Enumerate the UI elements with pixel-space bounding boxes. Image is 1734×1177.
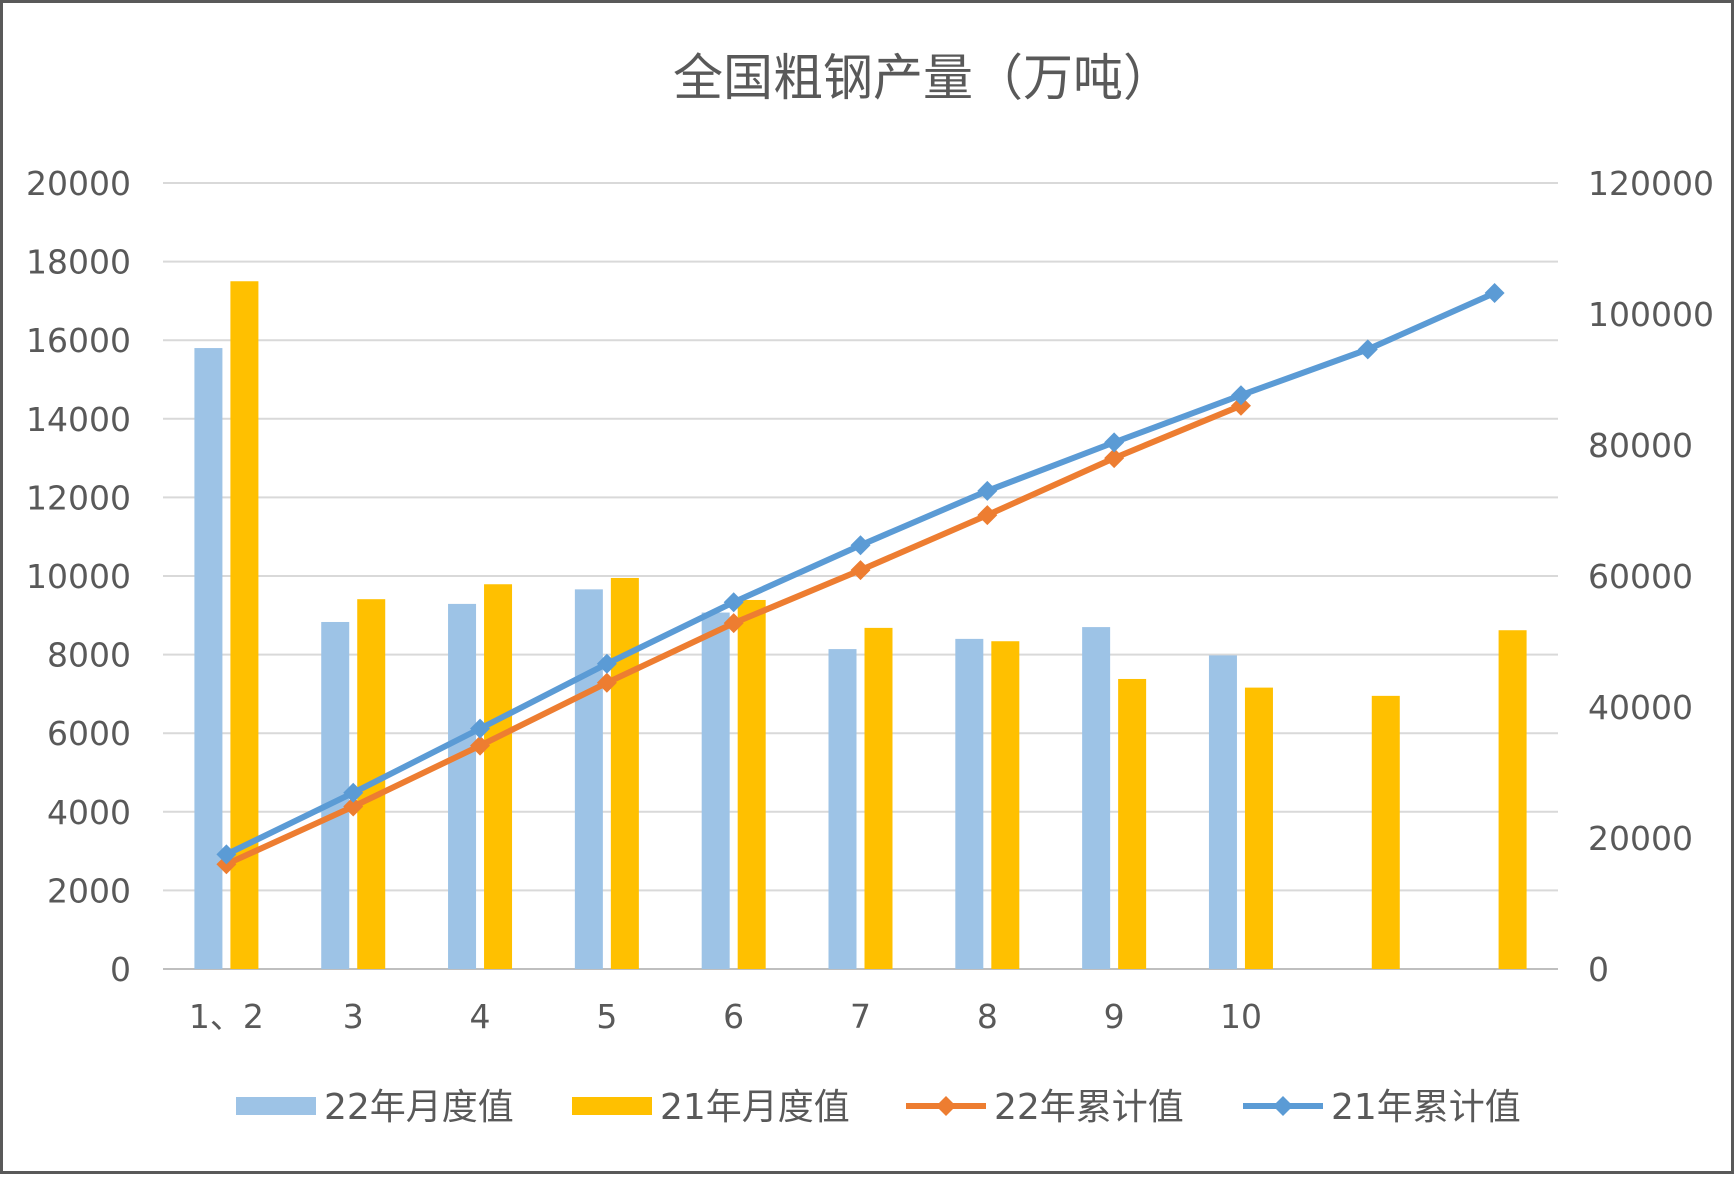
bar-series2 [737,599,766,969]
y-right-tick-label: 40000 [1588,688,1693,727]
bar-series2 [1118,678,1147,969]
y-right-tick-label: 60000 [1588,557,1693,596]
bar-series2 [991,641,1020,969]
line-point-marker [1230,395,1251,416]
y-left-tick-label: 14000 [26,400,131,439]
line-point-marker [850,535,871,556]
x-tick-label: 8 [977,997,998,1036]
y-left-tick-label: 0 [110,950,131,989]
bar-series2 [864,627,893,969]
y-left-tick-label: 4000 [47,793,131,832]
y-left-tick-label: 2000 [47,871,131,910]
legend-swatch-bar [572,1097,652,1115]
line-point-marker [216,844,237,865]
line-point-marker [343,796,364,817]
line-point-marker [596,653,617,674]
x-tick-label: 7 [850,997,871,1036]
y-axis-right-ticks: 0 20000 40000 60000 80000 100000 120000 [1588,164,1714,989]
y-axis-left-ticks: 0 2000 4000 6000 8000 10000 12000 14000 16000 180… [26,164,131,989]
legend-marker [936,1096,956,1116]
x-tick-label: 4 [470,997,491,1036]
line-point-marker [1104,448,1125,469]
bar-series2 [1371,695,1400,969]
line-point-marker [1357,339,1378,360]
chart-title: 全国粗钢产量（万吨） [673,49,1173,107]
x-tick-label: 1、2 [189,997,264,1036]
bar-series2 [1498,630,1527,969]
bar-series1 [194,348,223,969]
line-point-marker [723,592,744,613]
y-left-tick-label: 6000 [47,714,131,753]
line-point-marker [343,782,364,803]
y-left-tick-label: 8000 [47,636,131,675]
bar-series1 [448,603,477,969]
legend-label: 21年累计值 [1331,1087,1521,1128]
legend: 22年月度值 21年月度值 22年累计值 21年累计值 [236,1087,1521,1128]
line-point-marker [470,735,491,756]
bar-series1 [828,649,857,969]
y-right-tick-label: 0 [1588,950,1609,989]
bar-series2 [610,577,639,969]
bar-series1 [1208,655,1237,969]
y-left-tick-label: 10000 [26,557,131,596]
x-axis-ticks: 1、2 3 4 5 6 7 8 9 10 [189,997,1262,1036]
legend-label: 21年月度值 [660,1087,850,1128]
y-right-tick-label: 100000 [1588,295,1714,334]
bar-series2 [484,584,513,969]
line-point-marker [723,613,744,634]
chart-svg: 全国粗钢产量（万吨） 0 2000 4000 6000 8000 10000 12000 14… [26,49,1714,1128]
x-tick-label: 5 [596,997,617,1036]
y-left-tick-label: 20000 [26,164,131,203]
line-point-marker [1104,432,1125,453]
bar-series1 [701,612,730,969]
legend-label: 22年累计值 [994,1087,1184,1128]
line-point-marker [596,672,617,693]
legend-label: 22年月度值 [324,1087,514,1128]
y-left-tick-label: 16000 [26,321,131,360]
y-right-tick-label: 20000 [1588,819,1693,858]
x-tick-label: 9 [1104,997,1125,1036]
x-tick-label: 6 [723,997,744,1036]
bar-series1 [574,589,603,969]
y-left-tick-label: 18000 [26,243,131,282]
line-point-marker [977,480,998,501]
line-point-marker [470,718,491,739]
y-right-tick-label: 80000 [1588,426,1693,465]
line-point-marker [977,505,998,526]
y-left-tick-label: 12000 [26,478,131,517]
x-tick-label: 3 [343,997,364,1036]
x-tick-label: 10 [1220,997,1262,1036]
line-point-marker [1230,385,1251,406]
line-point-marker [850,560,871,581]
bar-series1 [1082,627,1111,969]
bar-series-group [194,281,1527,969]
y-right-tick-label: 120000 [1588,164,1714,203]
bar-series2 [1244,687,1273,969]
line-point-marker [1484,283,1505,304]
bar-series1 [955,638,984,969]
legend-marker [1273,1096,1293,1116]
line-series-group [216,283,1505,875]
legend-swatch-bar [236,1097,316,1115]
